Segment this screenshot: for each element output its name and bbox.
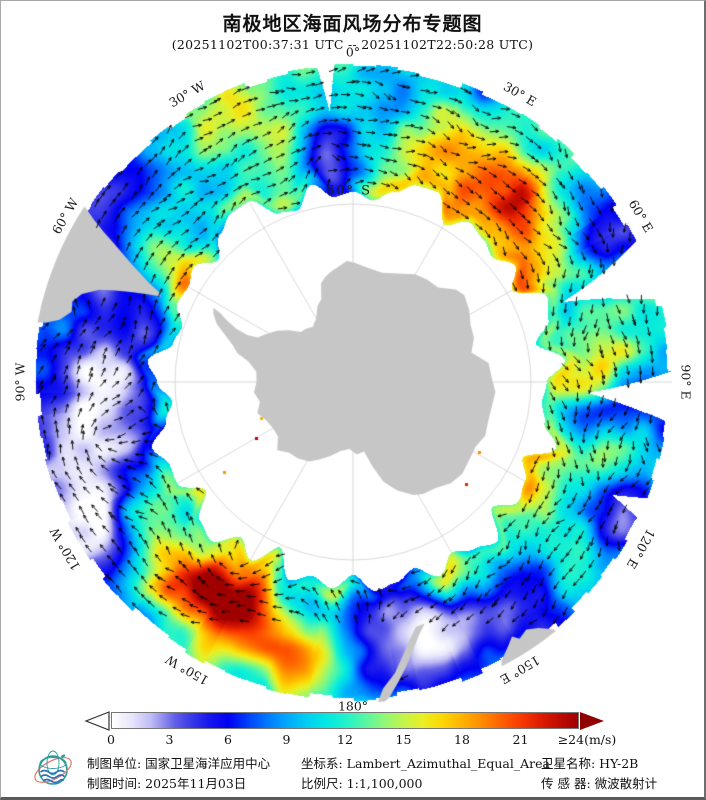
colorbar-tick: 12: [337, 732, 353, 747]
map-scale: 比例尺: 1:1,100,000: [301, 776, 423, 791]
coordinate-system: 坐标系: Lambert_Azimuthal_Equal_Area: [301, 756, 550, 771]
longitude-label: 180°: [337, 698, 369, 714]
colorbar-tick: 9: [282, 732, 291, 747]
producer-org: 制图单位: 国家卫星海洋应用中心: [87, 756, 271, 771]
colorbar-tick: 18: [454, 732, 470, 747]
sensor-name: 传 感 器: 微波散射计: [541, 776, 658, 791]
satellite-name: 卫星名称: HY-2B: [541, 756, 639, 771]
longitude-label: 0°: [345, 44, 361, 60]
longitude-label: 90° E: [678, 364, 694, 400]
map-footer: 制图单位: 国家卫星海洋应用中心 制图时间: 2025年11月03日 坐标系: …: [1, 749, 704, 795]
colorbar-right-arrow-icon: [580, 712, 604, 730]
colorbar-gradient: [111, 712, 579, 729]
colorbar-tick: 6: [224, 732, 232, 747]
colorbar-tick: 3: [165, 732, 174, 747]
colorbar-left-arrow-icon: [84, 711, 110, 731]
colorbar-tick: 21: [512, 732, 529, 747]
colorbar-tick: 15: [395, 732, 412, 747]
longitude-label: 90° W: [12, 362, 28, 402]
nsoas-logo-icon: [34, 750, 72, 785]
producer-time: 制图时间: 2025年11月03日: [87, 776, 247, 791]
colorbar-max-tick: ≥24(m/s): [557, 732, 617, 747]
wind-speed-colorbar: 0 3 6 9 12 15 18 21 ≥24(m/s): [1, 1, 704, 747]
latitude-label: 60° S: [325, 183, 373, 199]
colorbar-tick: 0: [107, 732, 115, 747]
